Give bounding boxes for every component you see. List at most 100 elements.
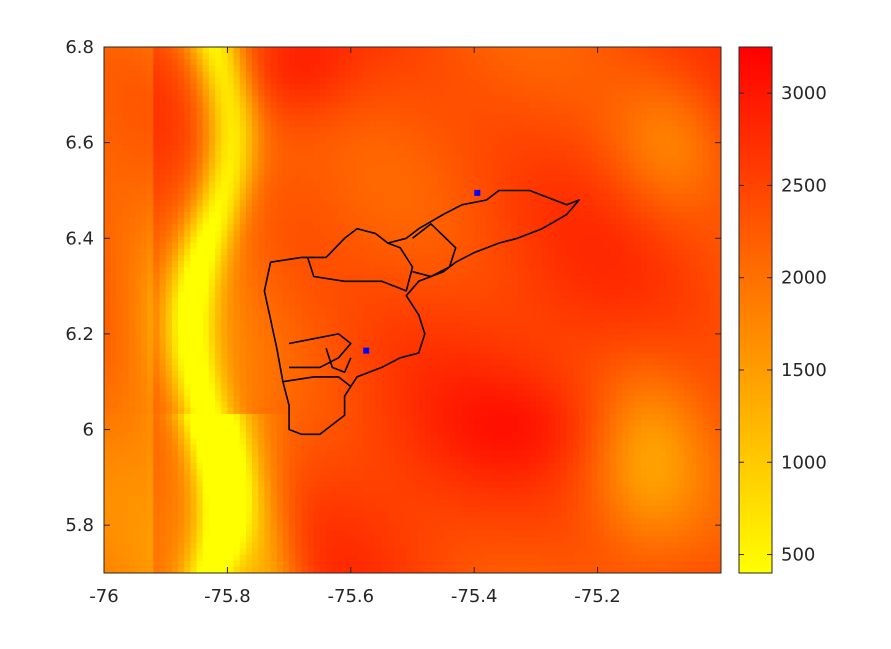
heat-cell [542, 279, 549, 287]
heat-cell [282, 163, 290, 170]
heat-cell [375, 316, 383, 323]
heat-cell [356, 206, 364, 213]
heat-cell [579, 297, 586, 305]
heat-cell [437, 102, 444, 109]
heat-cell [116, 126, 124, 134]
heat-cell [178, 303, 185, 311]
heat-cell [338, 108, 346, 115]
heat-cell [634, 334, 642, 342]
heat-cell [560, 310, 568, 317]
heat-cell [591, 328, 599, 336]
heat-cell [208, 297, 216, 305]
heat-cell [480, 59, 488, 66]
heat-cell [659, 279, 667, 287]
heat-cell [276, 157, 284, 164]
heat-cell [153, 310, 161, 317]
heat-cell [603, 65, 611, 73]
heat-cell [307, 59, 315, 66]
heat-cell [128, 346, 136, 354]
heat-cell [646, 212, 654, 219]
heat-cell [381, 340, 389, 348]
heat-cell [313, 242, 321, 250]
heat-cell [159, 65, 167, 73]
heat-cell [363, 163, 370, 170]
heat-cell [227, 291, 235, 299]
heat-cell [468, 316, 475, 323]
heat-cell [671, 108, 679, 115]
heat-cell [443, 254, 451, 262]
heat-cell [437, 322, 444, 329]
heat-cell [400, 267, 407, 274]
heat-cell [646, 175, 654, 183]
heat-cell [535, 291, 543, 299]
heat-cell [474, 328, 481, 336]
heat-cell [640, 193, 648, 201]
heat-cell [245, 108, 253, 115]
heat-cell [307, 328, 315, 336]
heat-cell [480, 328, 488, 336]
heat-cell [511, 114, 518, 121]
heat-cell [338, 59, 346, 66]
heat-cell [437, 108, 444, 115]
heat-cell [190, 126, 198, 134]
heat-cell [702, 316, 710, 323]
heat-cell [406, 169, 414, 177]
heat-cell [289, 108, 296, 115]
heat-cell [393, 169, 401, 177]
heat-cell [387, 206, 395, 213]
heat-cell [245, 169, 253, 177]
heat-cell [289, 144, 296, 152]
heat-cell [406, 95, 414, 103]
heat-cell [609, 199, 617, 207]
heat-cell [646, 322, 654, 329]
heat-cell [147, 310, 154, 317]
heat-cell [319, 279, 327, 287]
heat-cell [227, 65, 235, 73]
heat-cell [634, 77, 642, 85]
heat-cell [178, 267, 185, 274]
heat-cell [511, 291, 518, 299]
heat-cell [677, 242, 685, 250]
heat-cell [350, 297, 358, 305]
heat-cell [326, 95, 333, 103]
heat-cell [640, 334, 648, 342]
heat-cell [579, 199, 586, 207]
heat-cell [307, 254, 315, 262]
heat-cell [221, 230, 228, 238]
heat-cell [344, 346, 352, 354]
heat-cell [517, 83, 525, 91]
heat-cell [276, 199, 284, 207]
heat-cell [554, 230, 562, 238]
heat-cell [714, 126, 721, 134]
heat-cell [116, 138, 124, 146]
heat-cell [128, 83, 136, 91]
heat-cell [418, 95, 426, 103]
heat-cell [141, 77, 148, 85]
heat-cell [307, 267, 315, 274]
heat-cell [535, 224, 543, 232]
heat-cell [665, 340, 673, 348]
heat-cell [474, 132, 481, 140]
heat-cell [387, 267, 395, 274]
heat-cell [116, 340, 124, 348]
heat-cell [498, 108, 506, 115]
heat-cell [147, 334, 154, 342]
heat-cell [245, 163, 253, 170]
heat-cell [696, 132, 704, 140]
heat-cell [233, 108, 241, 115]
heat-cell [628, 218, 636, 225]
heat-cell [579, 279, 586, 287]
heat-cell [301, 193, 309, 201]
heat-cell [252, 291, 259, 299]
heat-cell [671, 132, 679, 140]
heat-cell [307, 138, 315, 146]
heat-cell [356, 224, 364, 232]
heat-cell [196, 138, 204, 146]
heat-cell [116, 297, 124, 305]
heat-cell [307, 261, 315, 268]
heat-cell [653, 248, 660, 256]
heat-cell [418, 77, 426, 85]
heat-cell [338, 322, 346, 329]
heat-cell [381, 102, 389, 109]
heat-cell [424, 273, 432, 281]
